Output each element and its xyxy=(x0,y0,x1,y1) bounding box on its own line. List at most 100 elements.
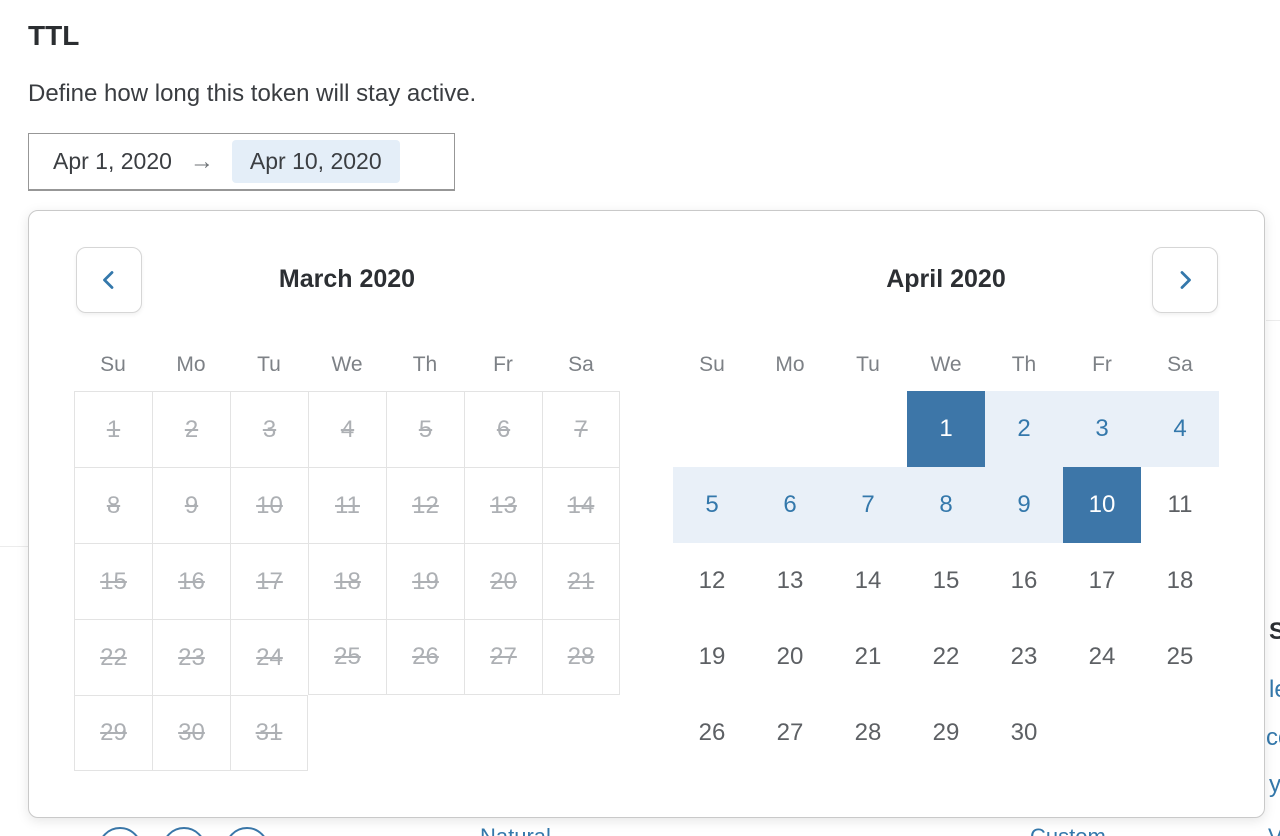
day-march-29: 29 xyxy=(74,695,152,771)
day-april-15[interactable]: 15 xyxy=(932,567,960,594)
day-march-16: 16 xyxy=(152,543,230,619)
day-march-20: 20 xyxy=(464,543,542,619)
clipped-link-fragment[interactable]: Vi xyxy=(1268,824,1280,836)
day-april-12[interactable]: 12 xyxy=(698,567,726,594)
clipped-link-fragment[interactable]: co xyxy=(1266,724,1280,751)
page-title: TTL xyxy=(28,20,80,51)
day-april-4[interactable]: 4 xyxy=(1141,391,1219,467)
day-march-22: 22 xyxy=(74,619,152,695)
day-march-27: 27 xyxy=(464,619,542,695)
radio-button[interactable] xyxy=(98,827,142,836)
day-march-7: 7 xyxy=(542,391,620,467)
day-march-3: 3 xyxy=(230,391,308,467)
chevron-right-icon xyxy=(1173,268,1197,292)
day-april-20[interactable]: 20 xyxy=(776,643,804,670)
day-april-16[interactable]: 16 xyxy=(1010,567,1038,594)
weekday-header: Su Mo Tu We Th Fr Sa xyxy=(673,353,1219,377)
day-april-13[interactable]: 13 xyxy=(776,567,804,594)
previous-month-button[interactable] xyxy=(76,247,142,313)
day-april-27[interactable]: 27 xyxy=(776,719,804,746)
day-march-21: 21 xyxy=(542,543,620,619)
day-april-5[interactable]: 5 xyxy=(673,467,751,543)
day-april-29[interactable]: 29 xyxy=(932,719,960,746)
day-march-5: 5 xyxy=(386,391,464,467)
weekday-label: Su xyxy=(699,353,725,376)
end-date-value[interactable]: Apr 10, 2020 xyxy=(231,140,400,183)
day-march-1: 1 xyxy=(74,391,152,467)
divider-line xyxy=(0,546,28,547)
day-april-8[interactable]: 8 xyxy=(907,467,985,543)
weekday-label: Sa xyxy=(568,353,594,376)
day-blank xyxy=(673,391,751,467)
day-april-24[interactable]: 24 xyxy=(1088,643,1116,670)
day-march-19: 19 xyxy=(386,543,464,619)
day-march-6: 6 xyxy=(464,391,542,467)
weekday-label: Mo xyxy=(176,353,206,376)
clipped-link-fragment[interactable]: Natural xyxy=(480,824,551,836)
day-april-26[interactable]: 26 xyxy=(698,719,726,746)
day-april-19[interactable]: 19 xyxy=(698,643,726,670)
weekday-header: Su Mo Tu We Th Fr Sa xyxy=(74,353,620,377)
date-range-input[interactable]: Apr 1, 2020 → Apr 10, 2020 xyxy=(28,133,455,191)
day-march-28: 28 xyxy=(542,619,620,695)
day-march-25: 25 xyxy=(308,619,386,695)
day-march-23: 23 xyxy=(152,619,230,695)
clipped-link-fragment[interactable]: y xyxy=(1269,771,1280,798)
weekday-label: Mo xyxy=(775,353,805,376)
day-april-7[interactable]: 7 xyxy=(829,467,907,543)
day-april-18[interactable]: 18 xyxy=(1166,567,1194,594)
weekday-label: Fr xyxy=(493,353,513,376)
day-march-4: 4 xyxy=(308,391,386,467)
day-blank xyxy=(386,695,464,771)
weekday-label: Th xyxy=(412,353,438,376)
day-march-30: 30 xyxy=(152,695,230,771)
day-april-25[interactable]: 25 xyxy=(1166,643,1194,670)
day-march-8: 8 xyxy=(74,467,152,543)
day-april-3[interactable]: 3 xyxy=(1063,391,1141,467)
day-march-12: 12 xyxy=(386,467,464,543)
divider-line xyxy=(1266,320,1280,321)
day-april-1[interactable]: 1 xyxy=(907,391,985,467)
date-picker-popover: March 2020 Su Mo Tu We Th Fr Sa 1 2 3 4 5 6 7 8 9 10 11 1… xyxy=(28,210,1265,818)
day-march-15: 15 xyxy=(74,543,152,619)
clipped-link-fragment[interactable]: le xyxy=(1269,676,1280,703)
page-description: Define how long this token will stay act… xyxy=(28,80,477,107)
weekday-label: Th xyxy=(1011,353,1037,376)
weekday-label: We xyxy=(331,353,363,376)
start-date-value[interactable]: Apr 1, 2020 xyxy=(53,148,172,174)
day-march-11: 11 xyxy=(308,467,386,543)
day-april-2[interactable]: 2 xyxy=(985,391,1063,467)
day-april-9[interactable]: 9 xyxy=(985,467,1063,543)
day-blank xyxy=(542,695,620,771)
month-title: April 2020 xyxy=(886,265,1006,293)
day-april-11[interactable]: 11 xyxy=(1167,491,1193,518)
day-april-10[interactable]: 10 xyxy=(1063,467,1141,543)
day-april-14[interactable]: 14 xyxy=(854,567,882,594)
day-april-23[interactable]: 23 xyxy=(1010,643,1038,670)
radio-button[interactable] xyxy=(162,827,206,836)
day-april-6[interactable]: 6 xyxy=(751,467,829,543)
day-march-31: 31 xyxy=(230,695,308,771)
day-march-14: 14 xyxy=(542,467,620,543)
radio-button[interactable] xyxy=(225,827,269,836)
day-april-22[interactable]: 22 xyxy=(932,643,960,670)
day-march-17: 17 xyxy=(230,543,308,619)
weekday-label: Sa xyxy=(1167,353,1193,376)
day-april-21[interactable]: 21 xyxy=(854,643,882,670)
day-april-17[interactable]: 17 xyxy=(1088,567,1116,594)
day-blank xyxy=(1063,695,1141,771)
calendar-grid: 1 2 3 4 5 6 7 8 9 10 11 12 13 14 15 16 17 18 19 20 21 22 23 24 2… xyxy=(673,391,1219,771)
day-march-2: 2 xyxy=(152,391,230,467)
month-title: March 2020 xyxy=(278,265,416,293)
next-month-button[interactable] xyxy=(1152,247,1218,313)
day-april-30[interactable]: 30 xyxy=(1010,719,1038,746)
day-march-24: 24 xyxy=(230,619,308,695)
day-april-28[interactable]: 28 xyxy=(854,719,882,746)
day-march-9: 9 xyxy=(152,467,230,543)
day-blank xyxy=(464,695,542,771)
clipped-heading-fragment: Su xyxy=(1269,618,1280,645)
day-march-18: 18 xyxy=(308,543,386,619)
day-blank xyxy=(751,391,829,467)
clipped-link-fragment[interactable]: Custom xyxy=(1030,824,1106,836)
